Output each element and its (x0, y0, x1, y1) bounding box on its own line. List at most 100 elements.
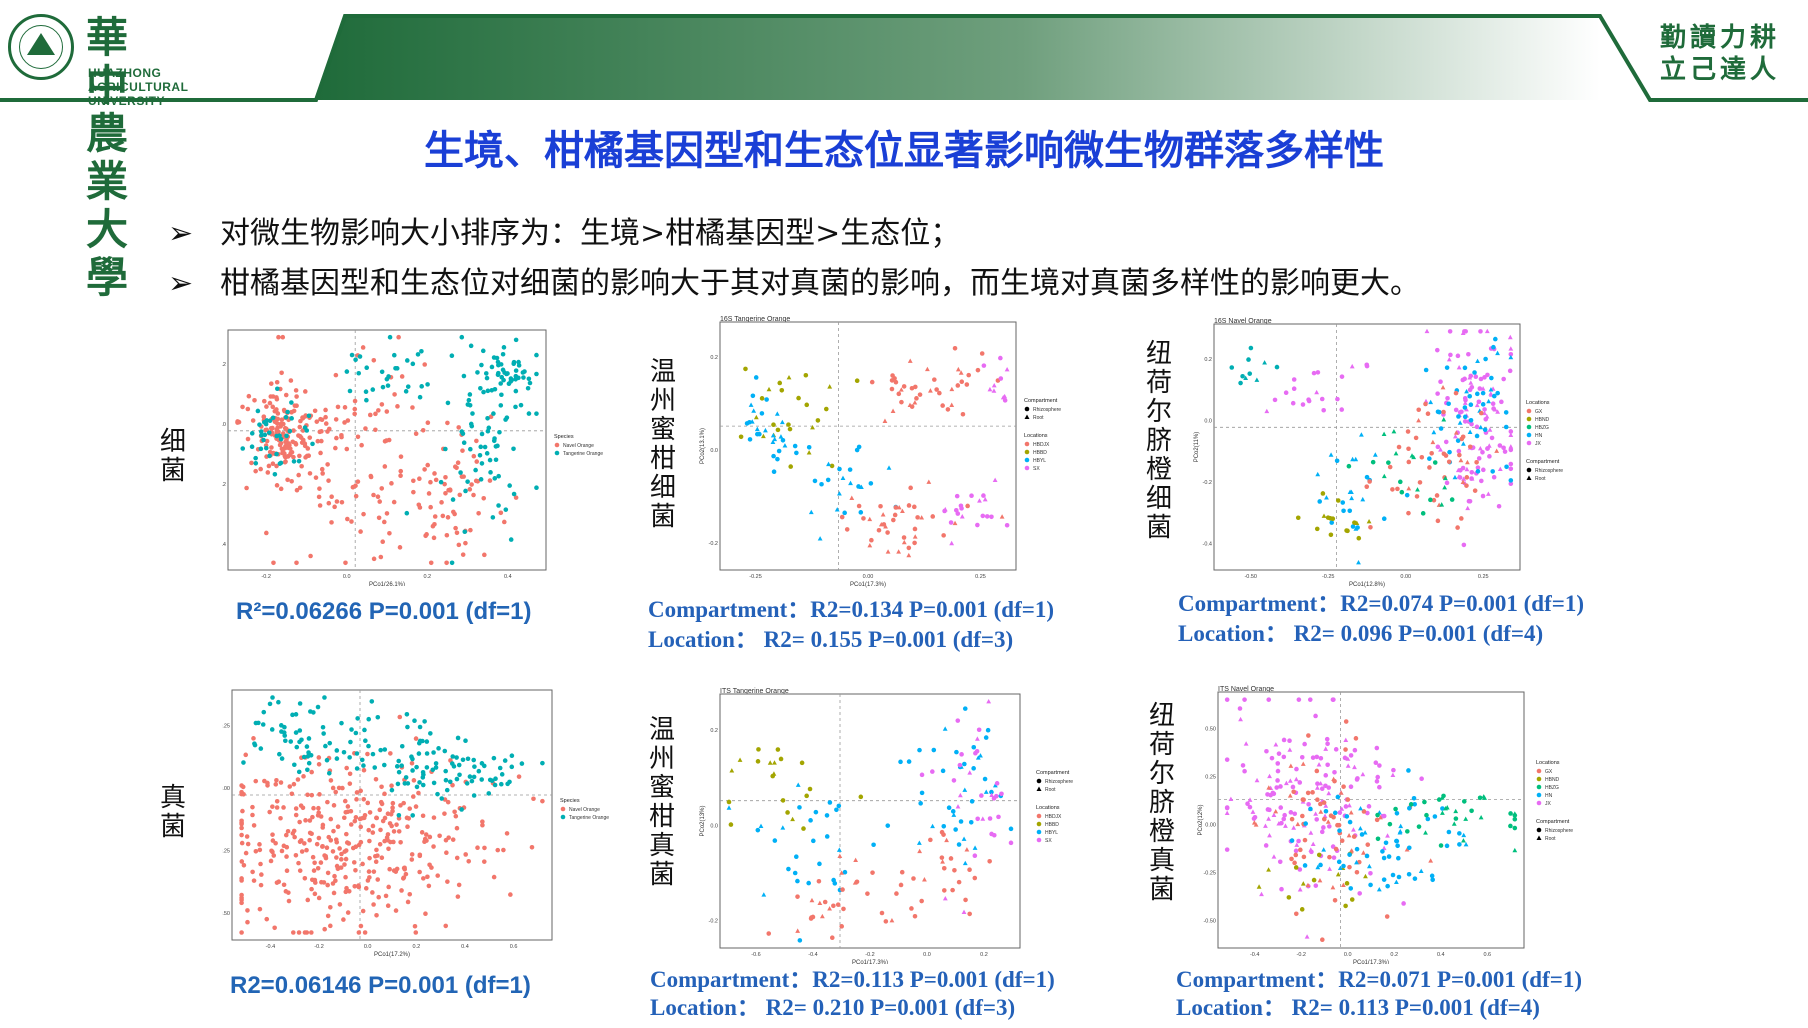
scatter-point (362, 727, 367, 733)
scatter-point-triangle (880, 512, 886, 517)
scatter-point (356, 883, 361, 888)
scatter-point (257, 906, 263, 912)
scatter-point (1411, 795, 1417, 801)
scatter-point (245, 841, 251, 847)
stat-bacteria-all: R²=0.06266 P=0.001 (df=1) (236, 598, 532, 625)
scatter-point-triangle (1442, 475, 1448, 481)
scatter-point (375, 494, 381, 500)
scatter-point (1460, 434, 1466, 440)
scatter-point (443, 490, 448, 496)
scatter-point (919, 772, 925, 778)
scatter-point-triangle (1267, 832, 1272, 838)
scatter-point (460, 552, 466, 557)
scatter-point (303, 818, 308, 823)
scatter-point (854, 378, 860, 384)
scatter-point (1319, 829, 1325, 835)
scatter-point (816, 878, 822, 884)
scatter-point (883, 919, 889, 924)
scatter-point (885, 530, 890, 535)
scatter-point-triangle (1453, 808, 1459, 814)
scatter-point (1413, 435, 1419, 441)
scatter-point (499, 781, 504, 787)
scatter-point (366, 743, 371, 749)
scatter-point (278, 815, 283, 821)
scatter-point (453, 813, 459, 819)
scatter-point-triangle (940, 859, 945, 864)
scatter-point (914, 396, 919, 401)
scatter-point (401, 800, 406, 806)
scatter-point (249, 444, 255, 450)
scatter-point (1474, 459, 1479, 465)
scatter-point (379, 486, 385, 491)
scatter-point (413, 930, 419, 935)
scatter-point-triangle (900, 508, 905, 513)
scatter-point (989, 514, 994, 520)
scatter-point-triangle (779, 419, 785, 425)
scatter-point-triangle (886, 465, 892, 470)
scatter-point (1377, 763, 1382, 768)
scatter-point (436, 746, 441, 751)
legend-label: Rhizosphere (1033, 407, 1061, 413)
scatter-point (1314, 754, 1320, 760)
scatter-point (422, 362, 428, 367)
scatter-point (1269, 755, 1275, 761)
scatter-point (954, 493, 960, 499)
slide-title: 生境、柑橘基因型和生态位显著影响微生物群落多样性 (424, 128, 1384, 174)
scatter-point (759, 396, 765, 401)
scatter-point (411, 489, 416, 495)
scatter-point (329, 520, 334, 525)
scatter-point (1333, 747, 1339, 752)
scatter-point (267, 809, 272, 815)
scatter-point (292, 403, 298, 408)
scatter-point (386, 846, 391, 852)
y-tick-label: 0.25 (222, 724, 230, 730)
scatter-point (393, 365, 398, 371)
scatter-point (380, 539, 386, 545)
scatter-point-triangle (1266, 785, 1272, 790)
scatter-point (503, 417, 508, 422)
scatter-point (417, 869, 422, 875)
scatter-point (842, 869, 848, 875)
scatter-point-triangle (1406, 486, 1412, 491)
scatter-point (527, 380, 533, 386)
scatter-point (1302, 837, 1308, 843)
bullet-arrow-icon: ➢ (168, 216, 194, 251)
scatter-point (270, 425, 275, 431)
scatter-point-triangle (980, 816, 986, 821)
legend-swatch (560, 806, 566, 812)
scatter-point (1483, 356, 1488, 362)
scatter-point-triangle (896, 549, 902, 554)
scatter-point (492, 476, 498, 481)
scatter-point (1263, 843, 1269, 848)
scatter-point (1457, 452, 1462, 458)
scatter-point (305, 767, 310, 773)
legend-label: HN (1535, 433, 1543, 439)
scatter-point (451, 764, 457, 769)
stat-tangerine-bacteria-compartment: Compartment：R2=0.134 P=0.001 (df=1) (648, 597, 1054, 622)
scatter-point (1300, 813, 1305, 819)
scatter-point (1356, 535, 1362, 541)
scatter-point (511, 359, 517, 365)
legend-swatch (1526, 408, 1532, 414)
scatter-point (726, 799, 732, 805)
scatter-point-triangle (1495, 350, 1500, 356)
scatter-point-triangle (890, 408, 896, 413)
scatter-point (465, 402, 471, 407)
scatter-point (1391, 767, 1396, 773)
scatter-point (901, 535, 907, 540)
scatter-point (898, 882, 904, 888)
scatter-point (1373, 760, 1379, 766)
scatter-point (1438, 843, 1444, 848)
scatter-point-triangle (1488, 387, 1494, 392)
scatter-point-triangle (1487, 427, 1493, 432)
scatter-point (347, 781, 353, 786)
y-tick-label: 0.00 (222, 786, 230, 792)
scatter-point (1328, 532, 1334, 538)
scatter-point (261, 398, 267, 404)
scatter-point (479, 777, 485, 782)
bullet-2: ➢ 柑橘基因型和生态位对细菌的影响大于其对真菌的影响，而生境对真菌多样性的影响更大… (168, 258, 1420, 302)
scatter-point (473, 467, 478, 473)
scatter-point (344, 369, 350, 374)
scatter-point (962, 706, 968, 711)
scatter-point (839, 514, 845, 520)
